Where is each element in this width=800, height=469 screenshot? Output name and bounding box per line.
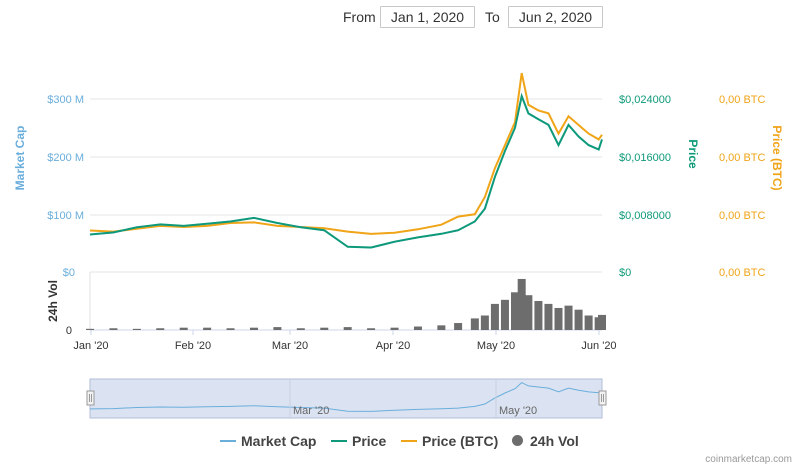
legend-label-price: Price xyxy=(352,433,387,449)
volume-bar xyxy=(574,309,583,330)
price-btc-tick-label: 0,00 BTC xyxy=(719,152,766,164)
to-label: To xyxy=(485,9,500,25)
price-btc-legend-marker xyxy=(401,440,417,442)
market-cap-tick-label: $200 M xyxy=(47,152,84,164)
volume-bar xyxy=(273,327,282,330)
volume-bar xyxy=(564,305,573,330)
volume-bar xyxy=(470,318,479,330)
volume-tick-label: $0 xyxy=(63,267,75,279)
price-tick-label: $0,024000 xyxy=(619,94,671,106)
x-tick-label: Mar '20 xyxy=(272,340,308,352)
price-axis-title: Price xyxy=(686,139,700,169)
price-btc-tick-label: 0,00 BTC xyxy=(719,267,766,279)
volume-bar xyxy=(296,328,305,330)
volume-bar xyxy=(490,303,499,330)
price-tick-label: $0,016000 xyxy=(619,152,671,164)
volume-bar xyxy=(480,315,489,330)
chart-legend: Market Cap Price Price (BTC) 24h Vol xyxy=(0,430,800,452)
volume-bar xyxy=(203,327,212,330)
volume-bar xyxy=(86,328,94,330)
x-tick-label: Jun '20 xyxy=(581,340,616,352)
from-label: From xyxy=(343,9,376,25)
volume-bar xyxy=(132,328,141,330)
price-tick-label: $0 xyxy=(619,267,631,279)
price-btc-tick-label: 0,00 BTC xyxy=(719,210,766,222)
x-tick-label: May '20 xyxy=(477,340,515,352)
from-date-input[interactable]: Jan 1, 2020 xyxy=(380,6,475,28)
volume-bar xyxy=(320,327,329,330)
navigator-tick-label: May '20 xyxy=(499,405,537,417)
volume-bar xyxy=(343,327,352,330)
volume-bar xyxy=(454,323,463,330)
market-cap-tick-label: $300 M xyxy=(47,94,84,106)
volume-bar xyxy=(500,299,509,330)
x-tick-label: Feb '20 xyxy=(175,340,211,352)
volume-bar xyxy=(367,328,376,330)
volume-bar xyxy=(156,328,165,330)
volume-bar xyxy=(584,315,593,330)
navigator-left-handle[interactable] xyxy=(86,390,95,406)
legend-label-market-cap: Market Cap xyxy=(241,433,317,449)
price-tick-label: $0,008000 xyxy=(619,210,671,222)
market-cap-legend-marker xyxy=(220,440,236,442)
volume-bar xyxy=(544,303,553,330)
navigator-tick-label: Mar '20 xyxy=(293,405,329,417)
to-date-input[interactable]: Jun 2, 2020 xyxy=(508,6,603,28)
volume-bar xyxy=(510,292,519,330)
volume-bar xyxy=(390,327,399,330)
volume-bar xyxy=(179,327,188,330)
volume-bar xyxy=(524,295,533,330)
price-line xyxy=(89,92,603,249)
volume-legend-marker xyxy=(512,435,523,446)
volume-bar xyxy=(226,328,235,330)
x-tick-label: Apr '20 xyxy=(376,340,411,352)
volume-axis-title: 24h Vol xyxy=(46,280,60,322)
price-btc-tick-label: 0,00 BTC xyxy=(719,94,766,106)
volume-tick-label: 0 xyxy=(66,325,72,337)
legend-label-volume: 24h Vol xyxy=(530,433,579,449)
price-btc-line xyxy=(89,72,603,235)
price-btc-axis-title: Price (BTC) xyxy=(770,125,784,190)
x-tick-label: Jan '20 xyxy=(73,340,108,352)
market-cap-axis-title: Market Cap xyxy=(13,126,27,191)
navigator-window xyxy=(89,378,603,419)
volume-bar xyxy=(554,307,563,330)
credits[interactable]: coinmarketcap.com xyxy=(705,454,792,465)
navigator-line xyxy=(89,382,603,412)
price-legend-marker xyxy=(331,440,347,442)
navigator-right-handle[interactable] xyxy=(598,390,607,406)
legend-label-price-btc: Price (BTC) xyxy=(422,433,499,449)
volume-bar xyxy=(534,301,543,330)
volume-bar xyxy=(413,326,422,330)
volume-bar xyxy=(598,314,606,330)
volume-bar xyxy=(249,327,258,330)
market-cap-tick-label: $100 M xyxy=(47,210,84,222)
volume-bar xyxy=(517,278,526,330)
volume-bar xyxy=(437,325,446,330)
volume-bar xyxy=(109,328,118,330)
